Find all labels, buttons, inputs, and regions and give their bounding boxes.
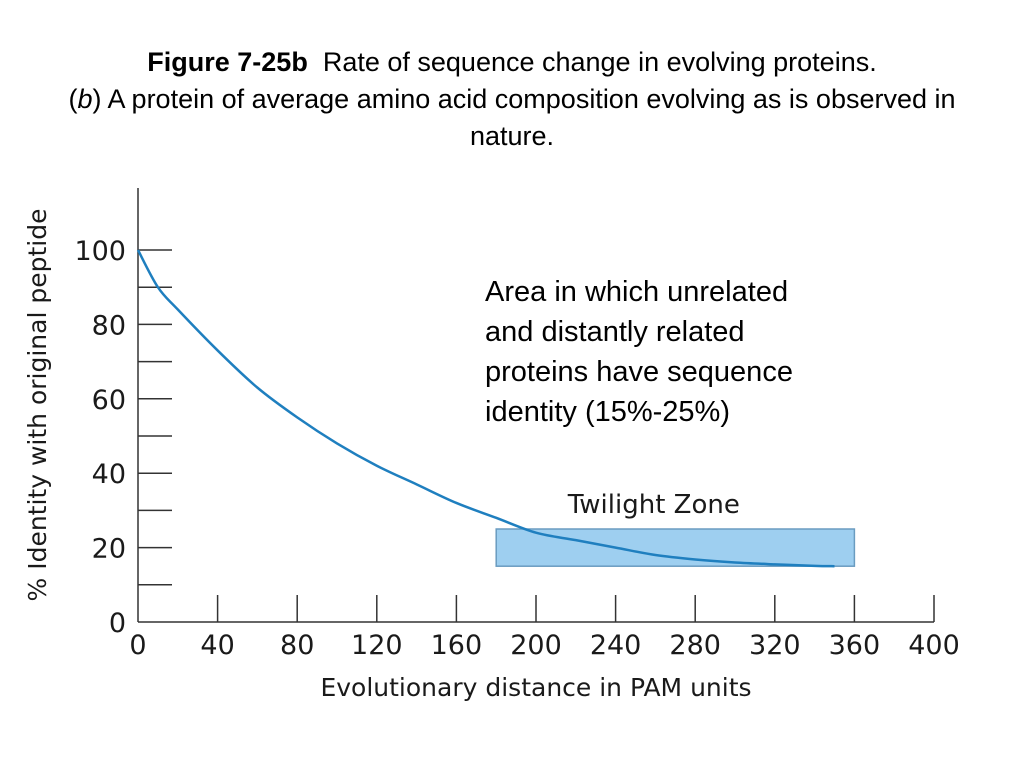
y-tick-label: 60 [92, 385, 126, 416]
x-tick-label: 320 [749, 630, 801, 661]
figure-label: Figure 7-25b [147, 47, 308, 77]
figure-title: Rate of sequence change in evolving prot… [322, 47, 877, 77]
x-axis-title: Evolutionary distance in PAM units [320, 673, 751, 702]
x-tick-label: 160 [431, 630, 483, 661]
y-tick-label: 20 [92, 534, 126, 565]
series-layer [136, 249, 835, 568]
y-tick-label: 100 [74, 236, 126, 267]
identity-decay-curve [136, 249, 835, 568]
y-axis-title: % Identity with original peptide [23, 209, 52, 602]
y-tick-label: 0 [109, 608, 126, 639]
twilight-zone-label: Twilight Zone [567, 490, 740, 520]
y-tick-label: 40 [92, 459, 126, 490]
labels-layer: Twilight Zone 0 20 40 60 80 100 0 40 80 120 160 200 2… [23, 209, 960, 702]
x-tick-label: 280 [669, 630, 721, 661]
part-open: ( [68, 84, 78, 114]
x-tick-label: 80 [280, 630, 314, 661]
figure-caption: Figure 7-25b Rate of sequence change in … [40, 44, 984, 155]
y-tick-label: 80 [92, 310, 126, 341]
x-tick-label: 0 [129, 630, 146, 661]
annotation-line: proteins have sequence [485, 356, 793, 388]
annotation-line: Area in which unrelated [485, 276, 788, 308]
x-tick-label: 40 [200, 630, 234, 661]
caption-line-1: Figure 7-25b Rate of sequence change in … [40, 44, 984, 81]
part-close: ) [92, 84, 102, 114]
annotation-line: identity (15%-25%) [485, 396, 730, 428]
x-tick-label: 240 [590, 630, 642, 661]
x-tick-label: 200 [510, 630, 562, 661]
regions-layer [495, 528, 856, 567]
axes-layer [137, 188, 935, 623]
part-letter: b [77, 84, 93, 114]
figure-description: A protein of average amino acid composit… [107, 84, 956, 151]
x-tick-label: 120 [351, 630, 403, 661]
x-tick-label: 400 [908, 630, 960, 661]
twilight-zone-region [495, 528, 856, 567]
annotation-line: and distantly related [485, 316, 745, 348]
caption-line-2: (b) A protein of average amino acid comp… [40, 81, 984, 155]
x-tick-label: 360 [829, 630, 881, 661]
